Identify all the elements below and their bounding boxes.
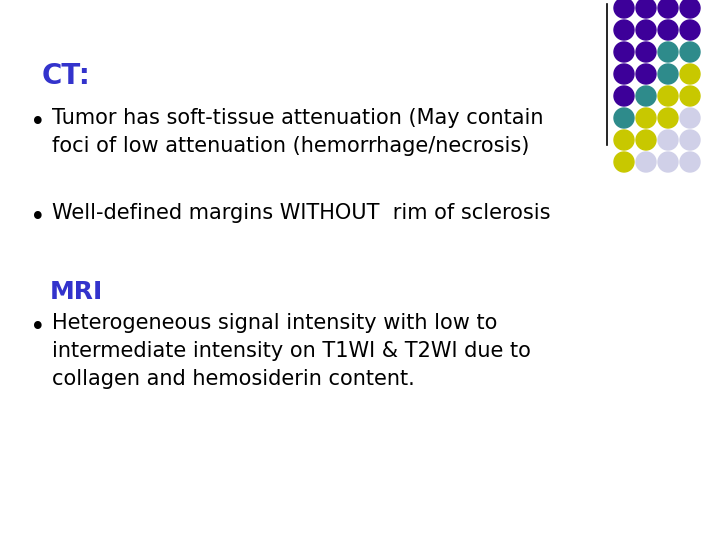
Circle shape bbox=[680, 152, 700, 172]
Circle shape bbox=[614, 0, 634, 18]
Circle shape bbox=[614, 64, 634, 84]
Circle shape bbox=[658, 152, 678, 172]
Circle shape bbox=[680, 20, 700, 40]
Circle shape bbox=[658, 86, 678, 106]
Circle shape bbox=[680, 0, 700, 18]
Circle shape bbox=[614, 86, 634, 106]
Circle shape bbox=[636, 20, 656, 40]
Text: •: • bbox=[30, 110, 45, 136]
Circle shape bbox=[658, 42, 678, 62]
Text: CT:: CT: bbox=[42, 62, 91, 90]
Circle shape bbox=[658, 0, 678, 18]
Text: MRI: MRI bbox=[50, 280, 103, 304]
Circle shape bbox=[614, 130, 634, 150]
Circle shape bbox=[636, 0, 656, 18]
Circle shape bbox=[658, 108, 678, 128]
Circle shape bbox=[680, 130, 700, 150]
Circle shape bbox=[636, 64, 656, 84]
Text: •: • bbox=[30, 315, 45, 341]
Circle shape bbox=[636, 152, 656, 172]
Text: •: • bbox=[30, 205, 45, 231]
Circle shape bbox=[680, 42, 700, 62]
Circle shape bbox=[658, 64, 678, 84]
Circle shape bbox=[680, 86, 700, 106]
Circle shape bbox=[680, 108, 700, 128]
Text: Well-defined margins WITHOUT  rim of sclerosis: Well-defined margins WITHOUT rim of scle… bbox=[52, 203, 551, 223]
Circle shape bbox=[636, 130, 656, 150]
Circle shape bbox=[636, 42, 656, 62]
Circle shape bbox=[658, 130, 678, 150]
Circle shape bbox=[658, 20, 678, 40]
Circle shape bbox=[614, 108, 634, 128]
Circle shape bbox=[680, 64, 700, 84]
Circle shape bbox=[614, 20, 634, 40]
Circle shape bbox=[614, 152, 634, 172]
Text: Heterogeneous signal intensity with low to
intermediate intensity on T1WI & T2WI: Heterogeneous signal intensity with low … bbox=[52, 313, 531, 389]
Circle shape bbox=[636, 86, 656, 106]
Text: Tumor has soft-tissue attenuation (May contain
foci of low attenuation (hemorrha: Tumor has soft-tissue attenuation (May c… bbox=[52, 108, 544, 156]
Circle shape bbox=[614, 42, 634, 62]
Circle shape bbox=[636, 108, 656, 128]
